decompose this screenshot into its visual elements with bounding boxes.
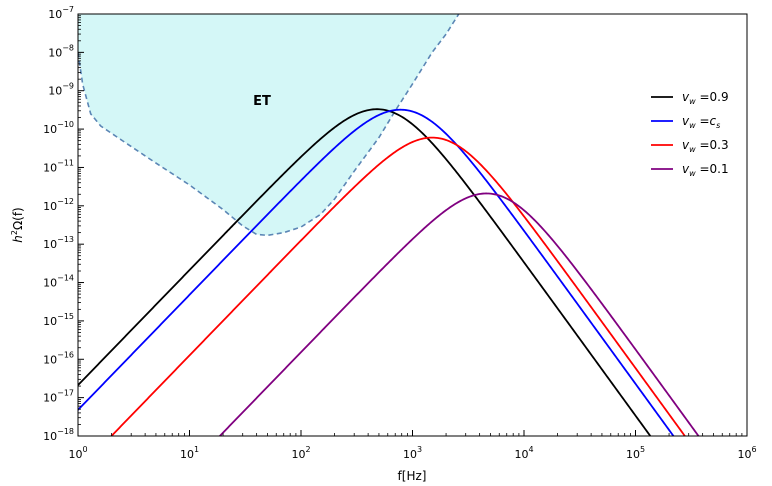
x-tick-label-6: 106 xyxy=(737,445,756,461)
y-tick-label-11: 10−7 xyxy=(48,5,74,21)
y-tick-label-6: 10−12 xyxy=(43,197,74,213)
legend-label-1: vw =0.9 xyxy=(682,90,729,106)
series-line-1 xyxy=(78,108,652,436)
legend-label-4: vw =0.1 xyxy=(682,162,729,178)
x-tick-label-0: 100 xyxy=(68,445,87,461)
y-axis-title: h2Ω(f) xyxy=(10,207,25,242)
y-tick-label-8: 10−10 xyxy=(43,120,74,136)
x-tick-label-2: 102 xyxy=(291,445,310,461)
y-tick-label-1: 10−17 xyxy=(43,389,74,405)
x-tick-label-3: 103 xyxy=(403,445,422,461)
et-sensitivity-region xyxy=(78,14,460,237)
y-tick-label-0: 10−18 xyxy=(43,427,74,443)
x-tick-label-5: 105 xyxy=(626,445,645,461)
et-region-label: ET xyxy=(253,94,271,109)
y-tick-label-4: 10−14 xyxy=(43,274,74,290)
y-tick-label-2: 10−16 xyxy=(43,350,74,366)
y-axis-ticks: 10−18 10−17 10−16 10−15 10−14 10−13 10−12 10−11… xyxy=(43,5,84,443)
series-line-2 xyxy=(78,108,675,436)
y-tick-label-7: 10−11 xyxy=(43,158,74,174)
series-line-3 xyxy=(110,136,686,436)
et-region-fill xyxy=(78,14,459,236)
y-tick-label-5: 10−13 xyxy=(43,235,74,251)
y-tick-label-9: 10−9 xyxy=(48,82,74,98)
legend: vw =0.9 vw =cs vw =0.3 vw =0.1 xyxy=(651,90,729,178)
series-line-4 xyxy=(218,192,700,436)
x-tick-label-4: 104 xyxy=(514,445,533,461)
x-axis-ticks: 100 101 102 103 104 105 106 xyxy=(68,430,757,461)
legend-label-2: vw =cs xyxy=(682,114,720,130)
x-tick-label-1: 101 xyxy=(180,445,199,461)
series-layer xyxy=(78,108,700,436)
y-tick-label-10: 10−8 xyxy=(48,43,74,59)
y-tick-label-3: 10−15 xyxy=(43,312,74,328)
legend-label-3: vw =0.3 xyxy=(682,138,729,154)
x-axis-title: f[Hz] xyxy=(398,469,427,483)
